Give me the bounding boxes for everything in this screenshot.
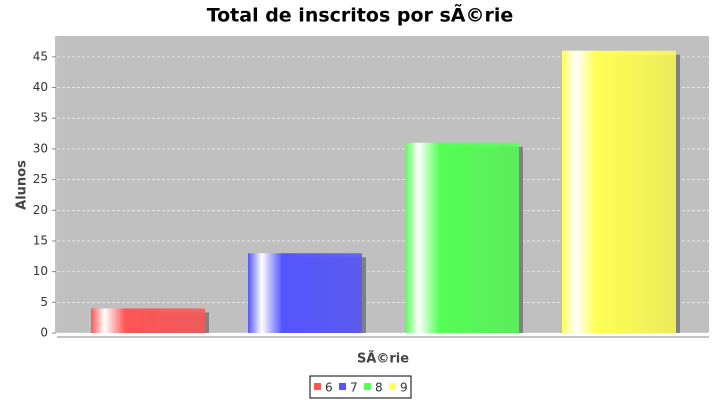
legend-label: 8	[375, 381, 383, 395]
y-axis-label: Alunos	[15, 160, 30, 210]
y-tick-label: 25	[33, 172, 48, 186]
legend-label: 9	[400, 381, 408, 395]
x-axis-label: SÃ©rie	[357, 351, 409, 367]
legend-swatch	[364, 383, 371, 390]
bar	[405, 142, 519, 333]
y-tick-label: 20	[33, 203, 48, 217]
legend-swatch	[314, 383, 321, 390]
y-tick-label: 45	[33, 49, 48, 63]
bar	[562, 50, 676, 334]
y-tick-label: 10	[33, 264, 48, 278]
bar	[248, 253, 362, 333]
y-tick-label: 30	[33, 141, 48, 155]
chart-title: Total de inscritos por sÃ©rie	[207, 3, 514, 27]
legend-label: 6	[325, 381, 333, 395]
y-tick-label: 15	[33, 233, 48, 247]
legend-swatch	[389, 383, 396, 390]
bar	[91, 308, 205, 333]
y-tick-label: 35	[33, 111, 48, 125]
y-tick-label: 5	[40, 295, 48, 309]
legend-box	[309, 375, 412, 399]
y-tick-label: 0	[40, 326, 48, 340]
y-tick-label: 40	[33, 80, 48, 94]
legend-swatch	[339, 383, 346, 390]
legend-label: 7	[350, 381, 358, 395]
